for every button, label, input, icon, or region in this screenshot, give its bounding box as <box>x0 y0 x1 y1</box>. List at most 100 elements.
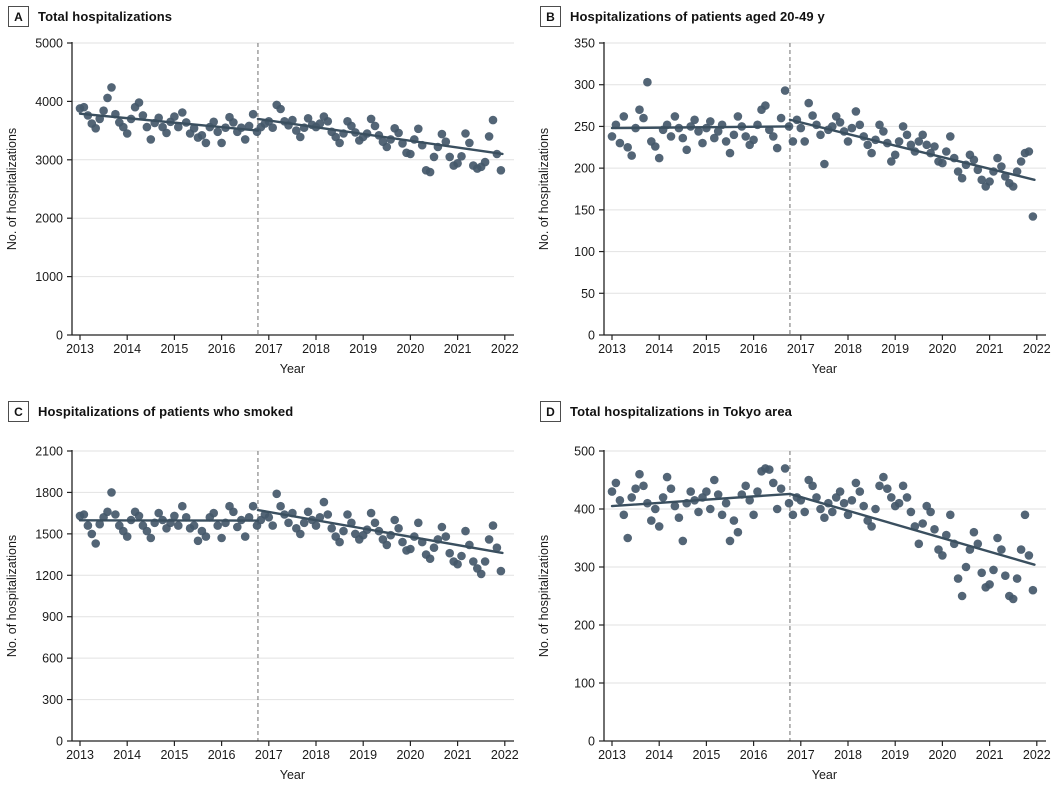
panel-a-title: Total hospitalizations <box>38 9 173 24</box>
x-tick-label: 2017 <box>255 748 283 762</box>
scatter-point <box>820 513 829 522</box>
scatter-point <box>437 522 447 532</box>
scatter-point <box>142 526 152 536</box>
y-tick-label: 200 <box>574 162 595 176</box>
scatter-point <box>299 518 309 528</box>
x-tick-label: 2019 <box>881 748 909 762</box>
scatter-point <box>658 493 668 502</box>
scatter-point <box>1012 167 1022 176</box>
scatter-point <box>725 148 735 158</box>
panel-d-chart: 0 100 200 300 400 500 2013 2014 2015 2016 2017 2018… <box>537 445 1051 783</box>
x-tick-label: 2018 <box>302 748 330 762</box>
scatter-point <box>772 504 782 514</box>
x-tick-label: 2013 <box>598 748 626 762</box>
scatter-point <box>138 111 148 120</box>
scatter-point <box>721 498 731 508</box>
scatter-point <box>733 527 743 537</box>
scatter-point <box>134 511 144 521</box>
scatter-point <box>339 526 348 536</box>
x-tick-label: 2019 <box>881 342 909 356</box>
scatter-point <box>902 130 912 140</box>
scatter-point <box>745 496 754 505</box>
scatter-point <box>146 533 156 543</box>
scatter-point <box>985 580 994 589</box>
scatter-point <box>315 119 325 128</box>
y-tick-label: 350 <box>574 37 595 51</box>
scatter-point <box>776 484 786 493</box>
scatter-point <box>772 143 782 153</box>
scatter-point <box>977 175 986 185</box>
scatter-point <box>654 153 664 163</box>
scatter-point <box>201 532 211 541</box>
scatter-point <box>678 133 688 143</box>
scatter-point <box>142 122 152 132</box>
scatter-point <box>170 112 179 121</box>
x-tick-label: 2013 <box>598 342 626 356</box>
x-tick-label: 2020 <box>928 748 956 762</box>
scatter-point <box>390 515 400 525</box>
scatter-point <box>154 508 163 518</box>
scatter-point <box>496 566 506 576</box>
panel-b-letter-badge: B <box>540 6 561 27</box>
scatter-point <box>631 484 640 493</box>
scatter-point <box>111 510 120 519</box>
scatter-point <box>79 102 89 112</box>
scatter-point <box>749 135 758 145</box>
scatter-point <box>492 543 502 552</box>
scatter-point <box>875 120 884 130</box>
x-tick-label: 2015 <box>160 748 188 762</box>
scatter-point <box>820 159 829 169</box>
scatter-point <box>91 539 100 548</box>
scatter-point <box>343 510 352 519</box>
x-tick-label: 2019 <box>349 748 377 762</box>
scatter-point <box>733 112 743 121</box>
y-tick-label: 300 <box>574 78 595 92</box>
scatter-point <box>871 504 880 514</box>
scatter-point <box>406 544 415 554</box>
scatter-point <box>839 498 849 508</box>
scatter-point <box>674 513 684 522</box>
scatter-point <box>627 493 636 502</box>
x-tick-label: 2013 <box>66 748 94 762</box>
scatter-point <box>134 98 144 107</box>
scatter-point <box>953 574 963 583</box>
x-axis-title: Year <box>280 768 305 782</box>
scatter-point <box>193 536 203 546</box>
y-tick-label: 1800 <box>35 486 63 500</box>
scatter-point <box>682 145 691 155</box>
panel-c-header: C Hospitalizations of patients who smoke… <box>8 401 293 422</box>
y-tick-label: 1000 <box>35 270 63 284</box>
scatter-point <box>879 127 888 136</box>
scatter-point <box>1024 551 1034 560</box>
scatter-point <box>441 137 451 146</box>
scatter-point <box>229 118 238 127</box>
scatter-point <box>268 521 278 530</box>
scatter-point <box>769 132 778 141</box>
x-tick-label: 2015 <box>692 748 720 762</box>
panel-a: A Total hospitalizations 0 1000 2000 3000 40… <box>0 0 532 395</box>
scatter-point <box>484 535 494 544</box>
scatter-point <box>847 123 857 133</box>
scatter-point <box>926 507 935 517</box>
scatter-point <box>95 519 104 529</box>
scatter-point <box>425 167 435 177</box>
scatter-point <box>445 152 455 162</box>
scatter-point <box>276 501 285 511</box>
scatter-point <box>855 120 865 130</box>
scatter-point <box>170 511 179 521</box>
y-tick-label: 0 <box>588 735 595 749</box>
x-tick-label: 2022 <box>491 342 519 356</box>
y-tick-label: 0 <box>56 735 63 749</box>
scatter-point <box>366 508 376 518</box>
panel-d-letter-badge: D <box>540 401 561 422</box>
scatter-point <box>997 545 1006 554</box>
y-tick-label: 0 <box>588 329 595 343</box>
y-tick-label: 150 <box>574 203 595 217</box>
scatter-point <box>804 98 813 108</box>
scatter-point <box>769 478 778 488</box>
panel-c: C Hospitalizations of patients who smoke… <box>0 395 532 789</box>
y-tick-label: 300 <box>574 561 595 575</box>
scatter-point <box>741 481 750 491</box>
x-tick-label: 2014 <box>113 342 141 356</box>
scatter-point <box>382 142 392 152</box>
